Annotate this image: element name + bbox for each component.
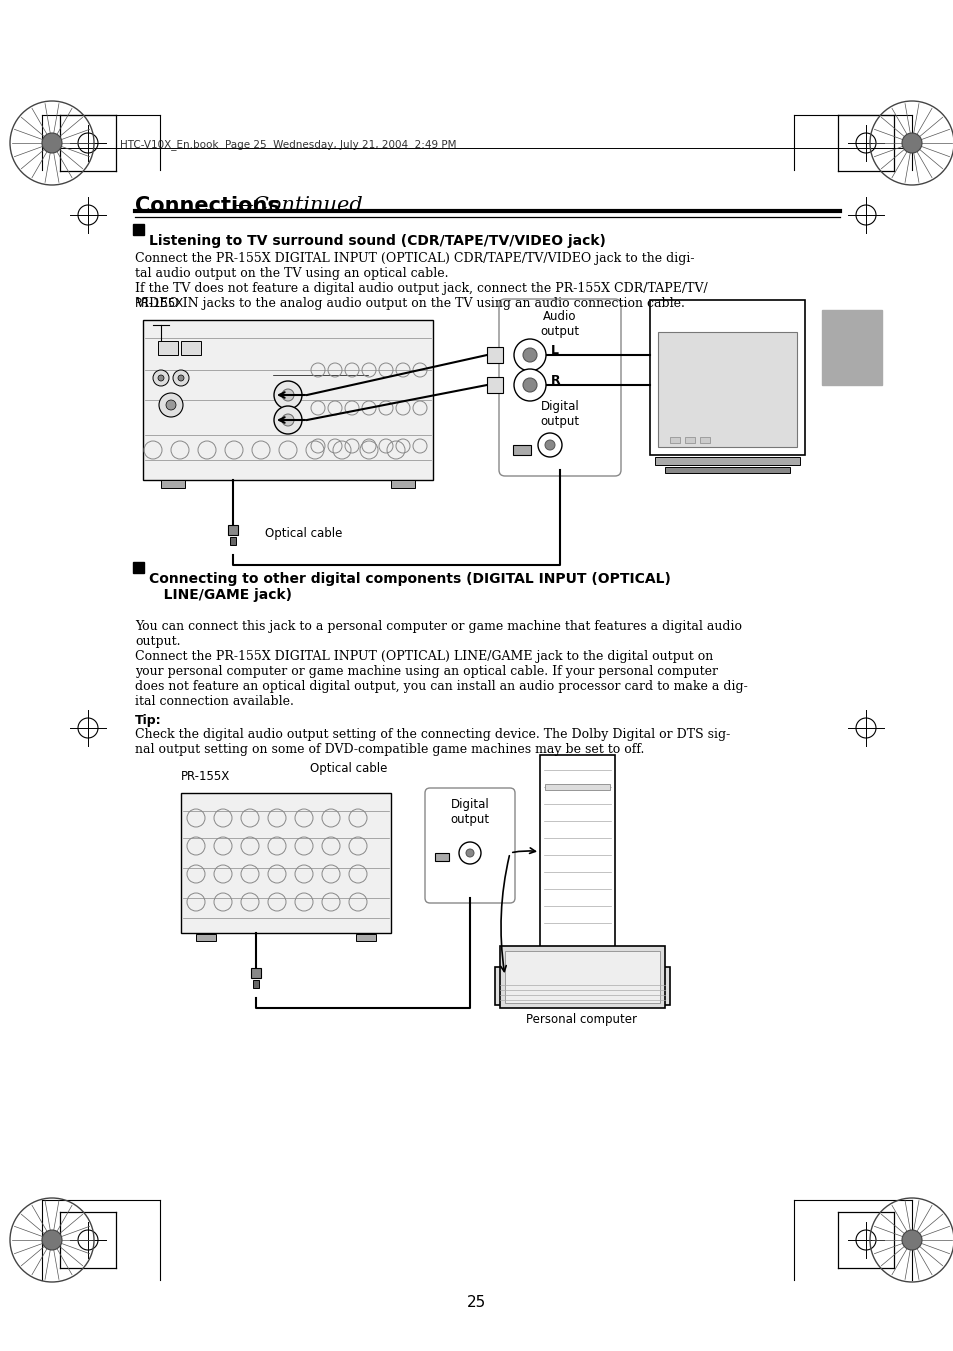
- Circle shape: [42, 1229, 62, 1250]
- Text: Game machine: Game machine: [532, 955, 621, 969]
- Circle shape: [158, 376, 164, 381]
- Text: Personal computer: Personal computer: [526, 1013, 637, 1025]
- Text: Optical cable: Optical cable: [265, 527, 342, 540]
- Circle shape: [458, 842, 480, 865]
- Text: L: L: [551, 343, 558, 357]
- Bar: [486, 377, 502, 393]
- Bar: [539, 755, 615, 950]
- Circle shape: [544, 440, 555, 450]
- Text: tal audio output on the TV using an optical cable.: tal audio output on the TV using an opti…: [135, 267, 448, 280]
- Text: You can connect this jack to a personal computer or game machine that features a: You can connect this jack to a personal …: [135, 620, 741, 634]
- Text: ital connection available.: ital connection available.: [135, 694, 294, 708]
- Bar: [513, 444, 531, 455]
- Circle shape: [514, 369, 545, 401]
- Text: R: R: [551, 373, 560, 386]
- Bar: [821, 309, 882, 385]
- Bar: [495, 967, 669, 1005]
- Bar: [649, 300, 804, 455]
- Circle shape: [282, 413, 294, 426]
- Circle shape: [282, 389, 294, 401]
- Circle shape: [514, 339, 545, 372]
- Bar: [195, 934, 215, 942]
- Circle shape: [159, 393, 183, 417]
- Bar: [253, 979, 258, 988]
- Text: Connect the PR-155X DIGITAL INPUT (OPTICAL) CDR/TAPE/TV/VIDEO jack to the digi-: Connect the PR-155X DIGITAL INPUT (OPTIC…: [135, 253, 694, 265]
- Circle shape: [522, 349, 537, 362]
- Text: Connect the PR-155X DIGITAL INPUT (OPTICAL) LINE/GAME jack to the digital output: Connect the PR-155X DIGITAL INPUT (OPTIC…: [135, 650, 713, 663]
- Bar: [161, 480, 185, 488]
- Bar: [132, 224, 144, 235]
- Text: Listening to TV surround sound (CDR/TAPE/TV/VIDEO jack): Listening to TV surround sound (CDR/TAPE…: [149, 234, 605, 249]
- Text: PR-155X: PR-155X: [181, 770, 230, 784]
- Bar: [391, 480, 415, 488]
- Bar: [355, 934, 375, 942]
- Circle shape: [901, 132, 921, 153]
- Circle shape: [152, 370, 169, 386]
- Circle shape: [166, 400, 175, 409]
- Bar: [664, 467, 789, 473]
- Bar: [181, 793, 391, 934]
- Text: LINE/GAME jack): LINE/GAME jack): [149, 588, 292, 603]
- Circle shape: [42, 132, 62, 153]
- Bar: [181, 340, 201, 355]
- Circle shape: [172, 370, 189, 386]
- Text: If the TV does not feature a digital audio output jack, connect the PR-155X CDR/: If the TV does not feature a digital aud…: [135, 282, 707, 295]
- Bar: [158, 340, 178, 355]
- Bar: [143, 320, 433, 480]
- Text: VIDEO IN jacks to the analog audio output on the TV using an audio connection ca: VIDEO IN jacks to the analog audio outpu…: [135, 297, 684, 309]
- Bar: [658, 332, 796, 447]
- Text: does not feature an optical digital output, you can install an audio processor c: does not feature an optical digital outp…: [135, 680, 747, 693]
- Circle shape: [465, 848, 474, 857]
- Text: Connecting to other digital components (DIGITAL INPUT (OPTICAL): Connecting to other digital components (…: [149, 571, 670, 586]
- Bar: [684, 436, 695, 443]
- Bar: [504, 951, 659, 1002]
- Text: your personal computer or game machine using an optical cable. If your personal : your personal computer or game machine u…: [135, 665, 718, 678]
- Circle shape: [274, 407, 302, 434]
- Circle shape: [901, 1229, 921, 1250]
- Text: HTC-V10X_En.book  Page 25  Wednesday, July 21, 2004  2:49 PM: HTC-V10X_En.book Page 25 Wednesday, July…: [120, 139, 456, 150]
- Text: Digital
output: Digital output: [450, 798, 489, 825]
- Bar: [669, 436, 679, 443]
- Text: output.: output.: [135, 635, 180, 648]
- Text: —Continued: —Continued: [232, 196, 362, 215]
- Bar: [251, 969, 261, 978]
- Text: Tip:: Tip:: [135, 713, 161, 727]
- Text: 25: 25: [467, 1296, 486, 1310]
- Text: Digital
output: Digital output: [539, 400, 579, 428]
- Bar: [700, 436, 709, 443]
- Bar: [486, 347, 502, 363]
- FancyBboxPatch shape: [498, 299, 620, 476]
- Bar: [544, 784, 609, 790]
- Bar: [435, 852, 449, 861]
- Circle shape: [522, 378, 537, 392]
- Text: Connections: Connections: [135, 196, 279, 216]
- Circle shape: [178, 376, 184, 381]
- FancyBboxPatch shape: [424, 788, 515, 902]
- Text: nal output setting on some of DVD-compatible game machines may be set to off.: nal output setting on some of DVD-compat…: [135, 743, 643, 757]
- Bar: [132, 562, 144, 573]
- Bar: [655, 457, 800, 465]
- Bar: [499, 946, 664, 1008]
- Text: PR-155X: PR-155X: [135, 297, 184, 309]
- Text: Optical cable: Optical cable: [310, 762, 387, 775]
- Bar: [228, 526, 237, 535]
- Bar: [230, 536, 235, 544]
- Text: Audio
output: Audio output: [539, 309, 579, 338]
- Text: Check the digital audio output setting of the connecting device. The Dolby Digit: Check the digital audio output setting o…: [135, 728, 729, 740]
- Circle shape: [537, 434, 561, 457]
- Circle shape: [274, 381, 302, 409]
